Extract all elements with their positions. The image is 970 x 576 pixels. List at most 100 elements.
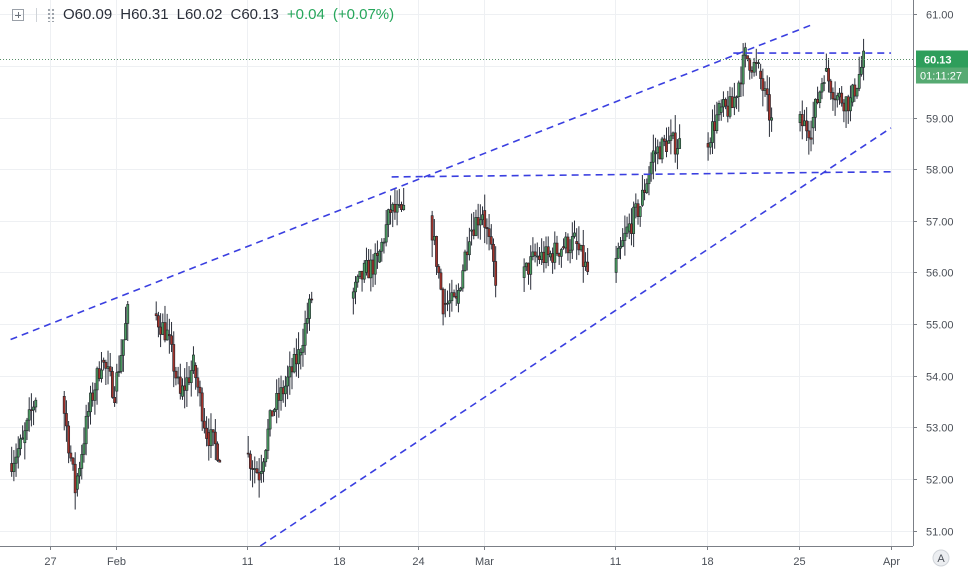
candle-body-up — [299, 352, 303, 356]
candle-body-up — [362, 262, 366, 280]
candle-body-up — [467, 241, 471, 256]
auto-scale-label[interactable]: A — [937, 553, 945, 565]
candle — [739, 66, 743, 97]
candle-body-up — [119, 355, 123, 372]
candle-body-down — [439, 272, 443, 290]
candle-body-up — [711, 121, 714, 143]
candle — [25, 417, 29, 441]
candle — [251, 460, 254, 488]
candle — [183, 368, 187, 409]
price-axis[interactable]: 51.00 52.00 53.00 54.00 55.00 56.00 57.00 58.00… — [913, 10, 954, 539]
candle — [831, 87, 835, 111]
candle — [446, 290, 449, 312]
candle-body-down — [746, 55, 749, 60]
candle — [356, 274, 360, 288]
candle-body-up — [478, 219, 482, 226]
candle — [579, 244, 583, 252]
candle — [259, 454, 263, 483]
candle — [586, 248, 590, 275]
expand-icon[interactable] — [12, 8, 24, 21]
trendline-lower-channel[interactable] — [259, 127, 892, 547]
candle-body-down — [113, 397, 117, 404]
candle — [246, 435, 250, 458]
candle-body-up — [14, 456, 18, 464]
candle — [430, 210, 434, 258]
candle — [380, 238, 384, 262]
candle — [728, 86, 732, 119]
y-tick-label: 52.00 — [926, 475, 954, 487]
candle — [557, 252, 561, 265]
candle-body-down — [551, 253, 555, 263]
candle-body-up — [798, 114, 802, 124]
candle — [494, 246, 498, 298]
candle-body-up — [450, 292, 454, 302]
candle — [573, 220, 576, 239]
candle — [264, 449, 268, 467]
candle-body-down — [643, 189, 646, 193]
candle — [735, 95, 738, 110]
auto-scale-circle[interactable] — [932, 549, 950, 567]
candle — [750, 66, 754, 79]
candle-body-up — [12, 462, 16, 472]
candle — [161, 313, 165, 336]
candle — [102, 357, 106, 371]
candle-body-down — [104, 361, 108, 369]
candle-body-down — [476, 217, 480, 226]
y-tick-label: 54.00 — [926, 372, 954, 384]
trendline-upper-channel[interactable] — [10, 23, 813, 341]
candle-body-up — [185, 377, 189, 391]
candle — [470, 213, 473, 246]
candle — [12, 450, 16, 482]
candle — [577, 226, 581, 256]
auto-scale-button[interactable]: A — [932, 549, 950, 567]
trendline-resistance-58[interactable] — [391, 170, 891, 178]
legend-divider — [36, 7, 37, 22]
ohlc-legend: O60.09 H60.31 L60.02 C60.13 +0.04 (+0.07… — [12, 6, 394, 23]
candle-body-down — [108, 366, 112, 372]
candle — [562, 238, 565, 250]
candle — [811, 101, 815, 145]
candle — [170, 321, 173, 353]
candle — [262, 458, 265, 483]
candle — [768, 77, 771, 137]
candle — [255, 461, 259, 474]
candle — [266, 418, 270, 460]
candle — [623, 215, 627, 256]
candle — [570, 222, 574, 260]
candle-body-down — [437, 266, 441, 274]
candle-body-down — [200, 392, 204, 422]
candle — [97, 361, 101, 382]
trendlines[interactable] — [10, 23, 892, 547]
candle — [23, 422, 27, 460]
candle — [73, 452, 77, 510]
candle-body-up — [849, 97, 852, 112]
candle — [658, 141, 662, 160]
candle — [159, 313, 162, 348]
candle-body-down — [310, 298, 314, 301]
candle — [529, 245, 533, 290]
candle-body-up — [358, 270, 362, 277]
time-axis[interactable]: 27 Feb 11 18 24 Mar 11 18 25 Apr — [44, 546, 900, 568]
candle — [722, 91, 725, 117]
candle — [82, 427, 86, 463]
candle-body-up — [838, 92, 841, 98]
candle-body-up — [432, 236, 436, 241]
candle-body-down — [65, 413, 68, 427]
candle — [524, 262, 528, 271]
x-tick-label: 18 — [333, 556, 345, 568]
candle-body-up — [814, 98, 817, 118]
candle — [174, 366, 178, 386]
candle-body-up — [386, 209, 390, 225]
candle-body-up — [459, 287, 463, 291]
candle — [75, 472, 79, 497]
ohlc-close: C60.13 — [230, 6, 279, 23]
drag-handle-icon[interactable] — [47, 7, 55, 22]
candle — [288, 351, 292, 395]
candle — [743, 42, 747, 68]
candle — [483, 194, 487, 244]
candle-body-down — [157, 315, 160, 328]
candle-body-up — [391, 203, 395, 211]
candle — [564, 232, 568, 254]
